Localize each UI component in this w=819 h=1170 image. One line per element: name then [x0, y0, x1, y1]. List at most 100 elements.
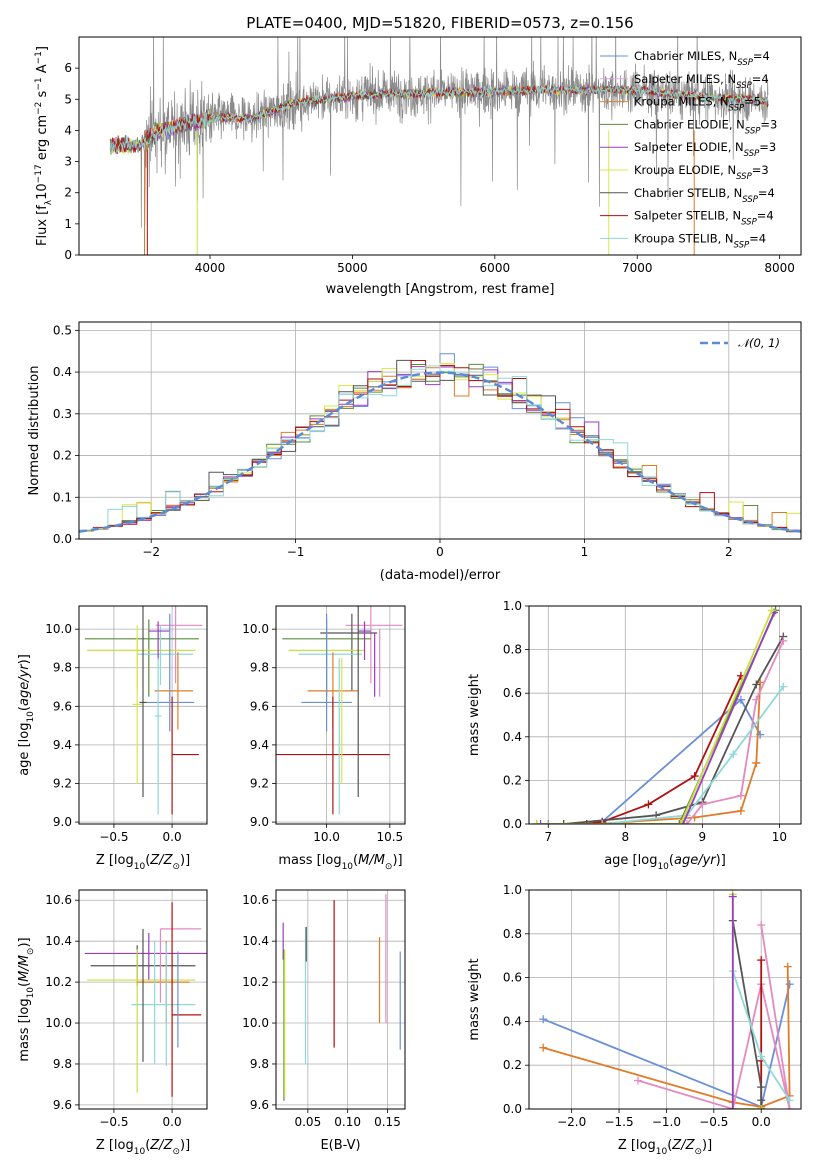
legend-subscript: SSP: [736, 172, 752, 182]
x-tick-label: 5000: [337, 261, 368, 275]
y-tick-label: 0.8: [503, 643, 522, 657]
legend-subscript: SSP: [736, 81, 752, 91]
axes-frame: [275, 889, 406, 1110]
y-tick-label: 9.8: [53, 1057, 72, 1071]
label-part: Z [log: [618, 1138, 656, 1153]
x-tick-label: 0.0: [163, 830, 182, 844]
x-axis-label: Z [log10(Z/Z⊙)]: [618, 1138, 712, 1157]
label-part: (: [17, 706, 32, 711]
y-tick-label: 2: [64, 186, 72, 200]
label-part: )]: [392, 853, 402, 868]
y-tick-label: 5: [64, 92, 72, 106]
y-tick-label: 1.0: [503, 599, 522, 613]
legend-text: Kroupa STELIB, N: [634, 231, 734, 245]
weight-line: [731, 920, 763, 1109]
y-tick-label: 9.8: [53, 661, 72, 675]
x-tick-label: −1.0: [652, 1115, 681, 1129]
y-tick-label: 0.6: [503, 686, 522, 700]
label-part: 10: [134, 1147, 146, 1157]
label-part: Flux [f: [35, 205, 50, 246]
y-tick-label: 10.2: [242, 975, 269, 989]
x-tick-label: 0.15: [374, 1115, 401, 1129]
x-tick-label: 0.0: [752, 1115, 771, 1129]
plot-area: [109, 37, 769, 255]
y-tick-label: 9.2: [53, 776, 72, 790]
y-tick-label: 0.4: [503, 1014, 522, 1028]
y-tick-label: 0.5: [53, 323, 72, 337]
weight-line: [540, 612, 775, 824]
x-tick-label: 8000: [764, 261, 795, 275]
label-part: )]: [180, 1138, 190, 1153]
plot-area: [276, 606, 403, 815]
x-tick-label: −1.5: [604, 1115, 633, 1129]
y-tick-label: 0.4: [503, 730, 522, 744]
weight-line: [602, 686, 785, 824]
label-part: 10: [26, 987, 36, 999]
label-part: M/M: [17, 955, 32, 982]
label-part: 10: [342, 862, 354, 872]
axes-frame: [528, 605, 802, 825]
weight-vs-metallicity-panel: −2.0 −1.5 −1.0 −0.5 0.0 0.0 0.2 0.4 0.6 0.8 1.0 Z […: [467, 883, 802, 1157]
label-part: (: [145, 1138, 150, 1153]
x-tick-label: 0.05: [294, 1115, 321, 1129]
x-axis-label: Z [log10(Z/Z⊙)]: [96, 1138, 190, 1157]
mass-vs-reddening-panel: 0.05 0.10 0.15 9.6 9.8 10.0 10.2 10.4 10.6 E(B-V): [242, 889, 406, 1153]
legend-subscript: SSP: [745, 126, 761, 136]
x-axis-label: Z [log10(Z/Z⊙)]: [96, 853, 190, 872]
axes-frame: [78, 321, 802, 540]
y-tick-label: 10.4: [45, 934, 72, 948]
spectrum-panel: 4000 5000 6000 7000 8000 0 1 2 3 4 5 6 Chabrier MILE…: [34, 36, 802, 297]
y-axis-label: Normed distribution: [27, 366, 42, 496]
legend-text: Chabrier STELIB, N: [634, 186, 742, 200]
x-axis-label: mass [log10(M/M⊙)]: [278, 853, 402, 872]
x-tick-label: 0: [436, 545, 444, 559]
label-part: 10: [35, 183, 50, 200]
plot-area: [84, 606, 203, 815]
y-tick-label: 0.0: [503, 817, 522, 831]
label-part: s: [35, 90, 50, 101]
age-vs-mass-panel: 10.0 10.5 9.0 9.2 9.4 9.6 9.8 10.0 mass [log10(M…: [242, 605, 406, 872]
y-tick-label: 0.1: [53, 490, 72, 504]
y-tick-label: 9.4: [250, 738, 269, 752]
label-part: ⊙: [694, 1147, 702, 1157]
label-part: E(B-V): [320, 1138, 360, 1153]
y-tick-label: 10.6: [45, 893, 72, 907]
y-tick-label: 0.0: [53, 532, 72, 546]
label-part: −2: [34, 102, 44, 115]
legend-entry: Salpeter ELODIE, NSSP=3: [634, 140, 776, 159]
y-tick-label: 1.0: [503, 883, 522, 897]
legend-text: Chabrier ELODIE, N: [634, 117, 745, 131]
plot-area: [84, 902, 207, 1097]
y-tick-label: 9.2: [250, 776, 269, 790]
label-part: −1: [34, 77, 44, 90]
mass-vs-metallicity-panel: −0.5 0.09.69.810.010.210.410.6Z [log10(Z/…: [17, 889, 208, 1157]
label-part: )]: [716, 853, 726, 868]
label-part: Z [log: [96, 1138, 134, 1153]
label-part: mass [log: [278, 853, 341, 868]
plot-area: [282, 894, 401, 1101]
y-tick-label: 9.8: [250, 661, 269, 675]
legend-text: Salpeter STELIB, N: [634, 209, 741, 223]
residuals-panel: −2 −1 0 1 2 0.0 0.1 0.2 0.3 0.4 0.5 𝒩(0, 1) (data-mo…: [27, 321, 802, 583]
label-part: )]: [17, 654, 32, 664]
legend-entry: Kroupa MILES, NSSP=5: [634, 95, 761, 114]
label-part: Z/Z: [149, 1138, 173, 1153]
y-tick-label: 9.6: [53, 699, 72, 713]
x-axis-label: age [log10(age/yr)]: [604, 853, 726, 872]
x-tick-label: −2.0: [557, 1115, 586, 1129]
legend-entry: Salpeter MILES, NSSP=4: [634, 72, 769, 91]
label-part: mass [log: [17, 998, 32, 1061]
x-tick-label: 7000: [622, 261, 653, 275]
label-part: M/M: [358, 853, 385, 868]
y-tick-label: 9.6: [250, 699, 269, 713]
label-part: mass weight: [467, 958, 482, 1040]
legend-text: Kroupa ELODIE, N: [634, 163, 736, 177]
legend-text: =3: [752, 163, 769, 177]
axes-frame: [78, 605, 208, 825]
legend-subscript: SSP: [742, 195, 758, 205]
y-tick-label: 0: [64, 248, 72, 262]
normal-curve: [79, 371, 801, 533]
label-part: Z/Z: [149, 853, 173, 868]
y-axis-label: mass [log10(M/M⊙)]: [17, 937, 36, 1061]
